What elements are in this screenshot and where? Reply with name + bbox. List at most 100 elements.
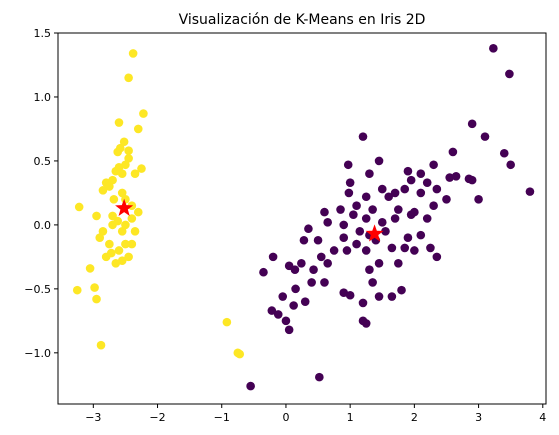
cluster-0-point xyxy=(361,214,371,223)
cluster-0-point xyxy=(297,258,306,268)
cluster-0-point xyxy=(400,184,410,194)
cluster-0-point xyxy=(320,207,329,217)
cluster-0-point xyxy=(406,175,416,185)
cluster-0-point xyxy=(281,316,291,326)
points-layer xyxy=(72,44,535,391)
cluster-0-point xyxy=(342,246,352,255)
cluster-0-point xyxy=(416,230,426,240)
y-tick-label: 0.0 xyxy=(34,219,52,232)
centroid-star-0 xyxy=(115,198,134,216)
cluster-0-point xyxy=(422,178,432,187)
cluster-1-point xyxy=(235,349,245,359)
cluster-1-point xyxy=(119,137,129,147)
cluster-0-point xyxy=(429,160,438,170)
cluster-1-point xyxy=(105,182,114,191)
cluster-0-point xyxy=(355,226,365,236)
cluster-1-point xyxy=(90,283,99,292)
cluster-0-point xyxy=(429,201,438,211)
cluster-1-point xyxy=(133,124,143,134)
cluster-1-point xyxy=(130,226,140,236)
x-tick-label: −2 xyxy=(149,411,165,424)
x-tick-label: 4 xyxy=(539,411,546,424)
cluster-0-point xyxy=(390,188,400,198)
cluster-1-point xyxy=(117,188,127,198)
cluster-0-point xyxy=(384,192,393,202)
cluster-1-point xyxy=(72,285,82,295)
cluster-1-point xyxy=(109,195,119,204)
cluster-0-point xyxy=(467,119,477,129)
y-tick-label: −0.5 xyxy=(24,283,51,296)
cluster-0-point xyxy=(387,243,397,253)
cluster-0-point xyxy=(291,284,300,294)
cluster-0-point xyxy=(278,292,288,301)
cluster-0-point xyxy=(422,214,432,223)
cluster-0-point xyxy=(315,372,324,382)
cluster-1-point xyxy=(124,73,133,83)
cluster-1-point xyxy=(128,49,138,58)
cluster-0-point xyxy=(339,220,349,230)
cluster-0-point xyxy=(352,239,361,249)
cluster-1-point xyxy=(92,294,101,304)
cluster-0-point xyxy=(268,252,278,262)
cluster-0-point xyxy=(416,188,426,198)
cluster-0-point xyxy=(284,325,294,335)
cluster-1-point xyxy=(117,169,127,179)
cluster-0-point xyxy=(403,233,413,242)
cluster-1-point xyxy=(95,233,105,242)
cluster-0-point xyxy=(506,160,515,170)
cluster-0-point xyxy=(329,246,339,255)
cluster-0-point xyxy=(499,148,509,158)
cluster-0-point xyxy=(336,205,345,214)
cluster-0-point xyxy=(426,243,435,253)
cluster-0-point xyxy=(525,187,535,196)
cluster-1-point xyxy=(108,175,117,185)
cluster-0-point xyxy=(403,166,413,176)
cluster-0-point xyxy=(442,195,451,204)
cluster-1-point xyxy=(133,207,143,217)
cluster-0-point xyxy=(361,319,371,328)
cluster-0-point xyxy=(300,297,310,306)
cluster-0-point xyxy=(474,195,483,204)
cluster-1-point xyxy=(85,264,95,273)
cluster-1-point xyxy=(96,340,106,350)
cluster-0-point xyxy=(397,285,406,295)
cluster-1-point xyxy=(114,246,124,255)
cluster-0-point xyxy=(432,184,442,194)
cluster-0-point xyxy=(505,69,514,79)
cluster-1-point xyxy=(117,256,127,266)
cluster-0-point xyxy=(480,132,490,141)
cluster-1-point xyxy=(105,239,114,249)
x-tick-label: −3 xyxy=(85,411,101,424)
cluster-0-point xyxy=(299,235,309,245)
cluster-0-point xyxy=(259,267,268,277)
cluster-1-point xyxy=(117,226,127,236)
cluster-0-point xyxy=(323,218,332,227)
cluster-0-point xyxy=(352,201,361,211)
plot-area-frame xyxy=(57,32,547,405)
cluster-0-point xyxy=(368,278,377,287)
cluster-0-point xyxy=(349,210,358,219)
cluster-0-point xyxy=(273,310,283,319)
cluster-0-point xyxy=(246,381,255,391)
cluster-1-point xyxy=(222,317,232,327)
cluster-1-point xyxy=(114,118,124,127)
cluster-0-point xyxy=(390,214,400,223)
cluster-0-point xyxy=(448,147,458,157)
cluster-0-point xyxy=(377,218,387,227)
cluster-1-point xyxy=(124,252,133,262)
x-tick-label: 0 xyxy=(282,411,289,424)
cluster-1-point xyxy=(98,226,108,236)
cluster-0-point xyxy=(394,258,403,268)
cluster-0-point xyxy=(368,205,377,214)
cluster-0-point xyxy=(451,171,461,181)
cluster-1-point xyxy=(137,164,146,173)
cluster-0-point xyxy=(445,173,454,182)
cluster-0-point xyxy=(343,160,353,170)
x-tick-label: 1 xyxy=(347,411,354,424)
cluster-1-point xyxy=(127,239,137,249)
cluster-1-point xyxy=(121,239,130,249)
cluster-0-point xyxy=(358,132,368,141)
cluster-0-point xyxy=(267,306,277,315)
y-tick-label: 1.5 xyxy=(34,27,52,40)
